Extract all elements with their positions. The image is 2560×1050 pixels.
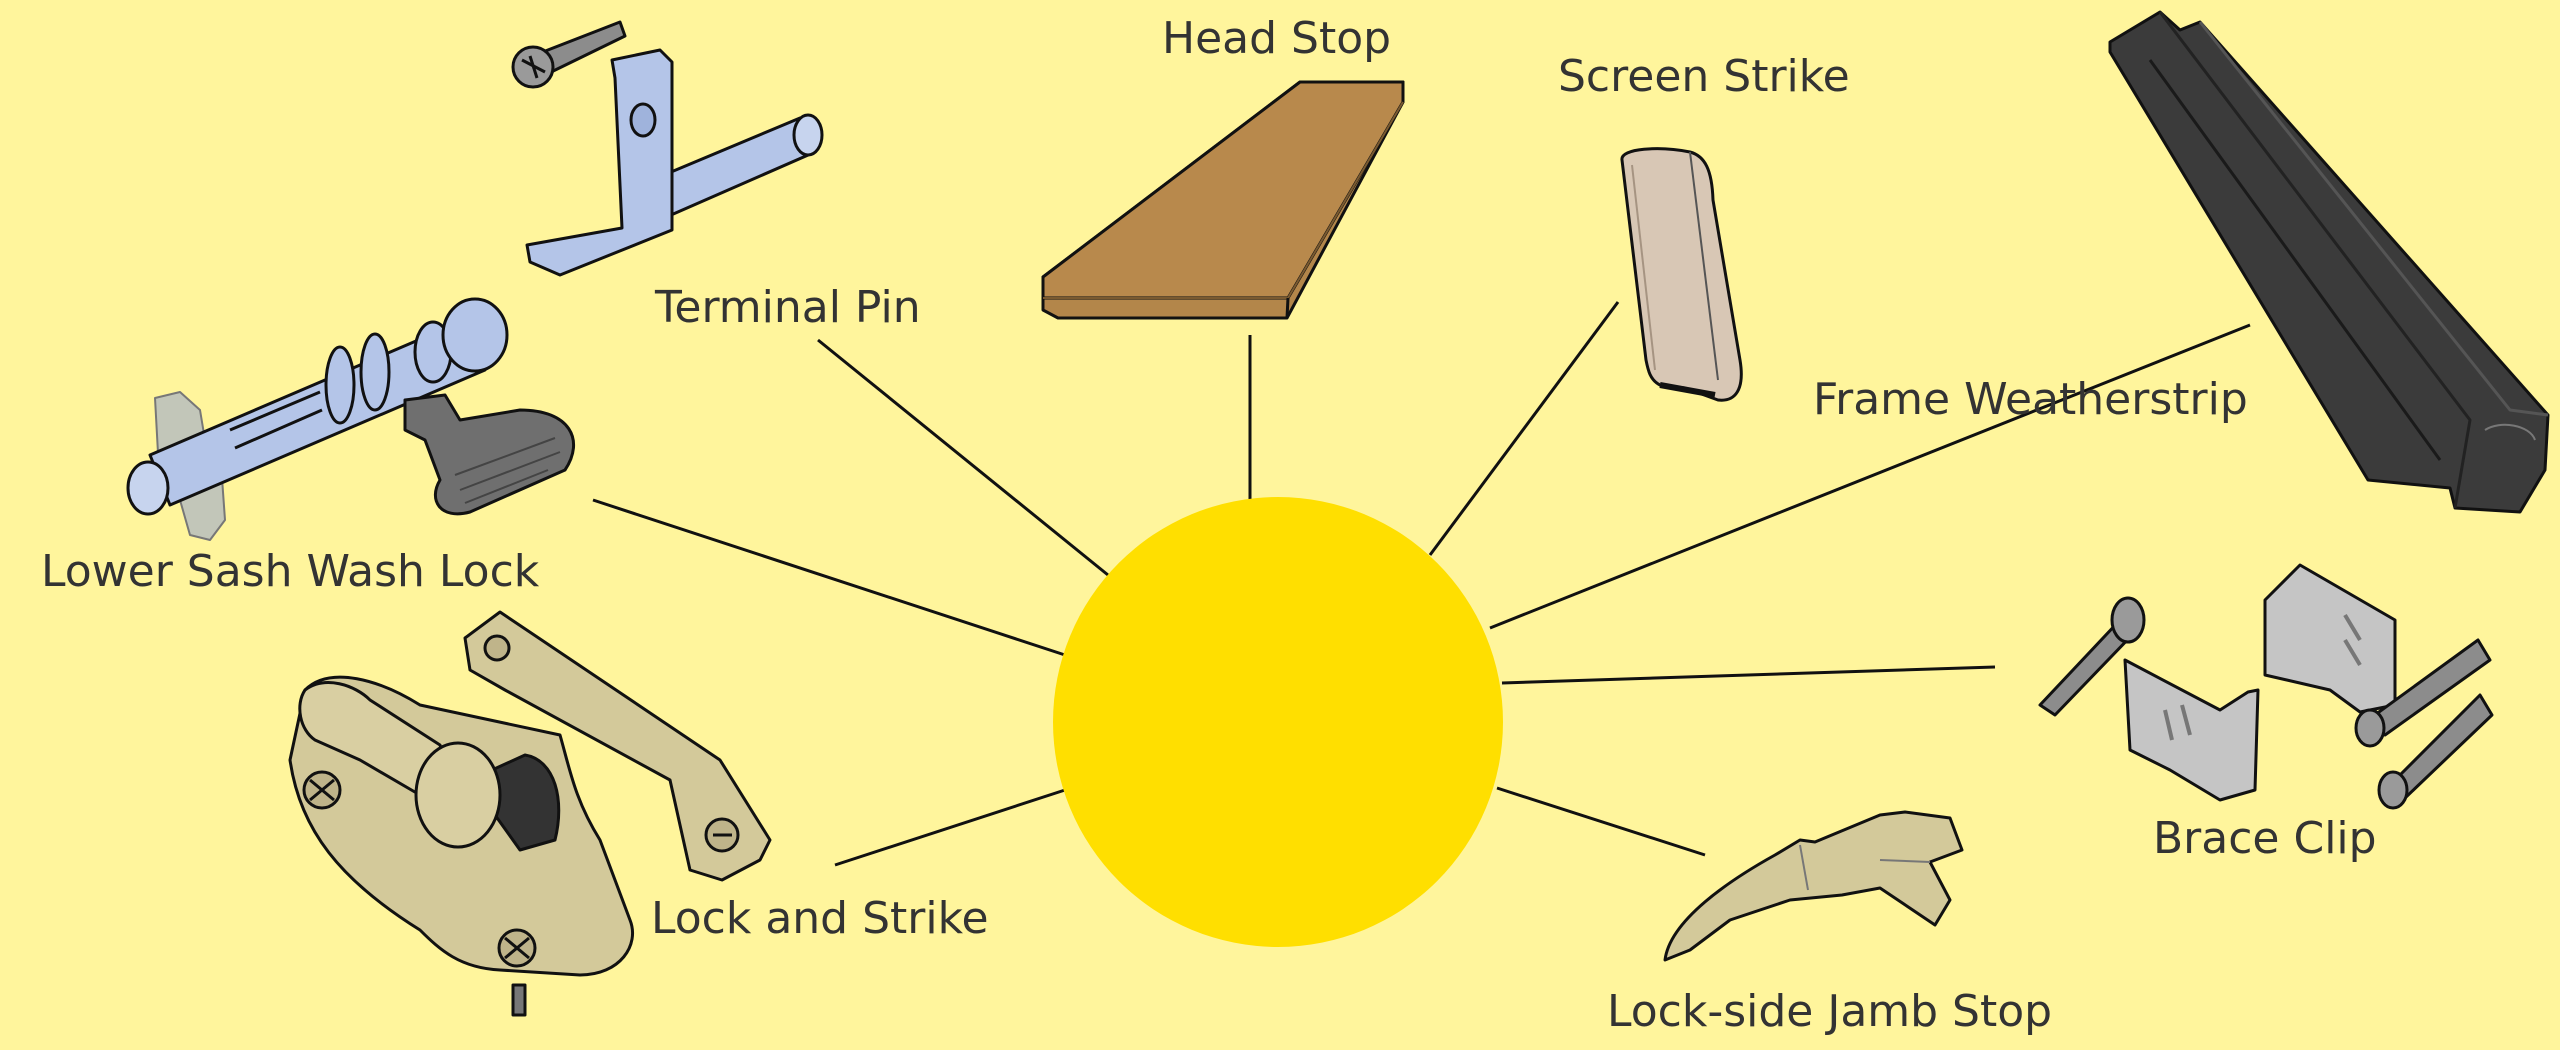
terminal-pin-label: Terminal Pin	[655, 282, 921, 333]
hub-circle	[1053, 497, 1503, 947]
connector-jamb-stop	[1496, 786, 1706, 857]
brace-clip-label: Brace Clip	[2153, 813, 2377, 864]
screen-strike-label: Screen Strike	[1558, 51, 1850, 102]
weatherstrip-icon	[2108, 10, 2550, 514]
connector-wash-lock	[592, 498, 1066, 657]
connector-terminal-pin	[817, 338, 1109, 577]
frame-weatherstrip-label: Frame Weatherstrip	[1813, 374, 2248, 425]
connector-frame-weatherstrip	[1489, 323, 2251, 630]
screen-strike-icon	[1620, 147, 1743, 402]
connector-brace-clip	[1501, 665, 1996, 685]
head-stop-label: Head Stop	[1162, 13, 1392, 64]
wood-block-icon	[1041, 80, 1405, 320]
connector-lines	[592, 301, 2251, 867]
jamb-stop-icon	[1663, 810, 1964, 962]
terminal-pin-icon	[511, 20, 824, 277]
wash-lock-icon	[126, 297, 576, 541]
connector-screen-strike	[1428, 301, 1620, 556]
connector-lock-strike	[834, 788, 1066, 867]
lower-sash-wash-lock-label: Lower Sash Wash Lock	[41, 546, 540, 597]
lock-side-jamb-stop-label: Lock-side Jamb Stop	[1607, 986, 2053, 1037]
lock-and-strike-label: Lock and Strike	[651, 893, 989, 944]
brace-clip-icon	[2038, 563, 2494, 810]
sash-lock-icon	[288, 610, 772, 1017]
